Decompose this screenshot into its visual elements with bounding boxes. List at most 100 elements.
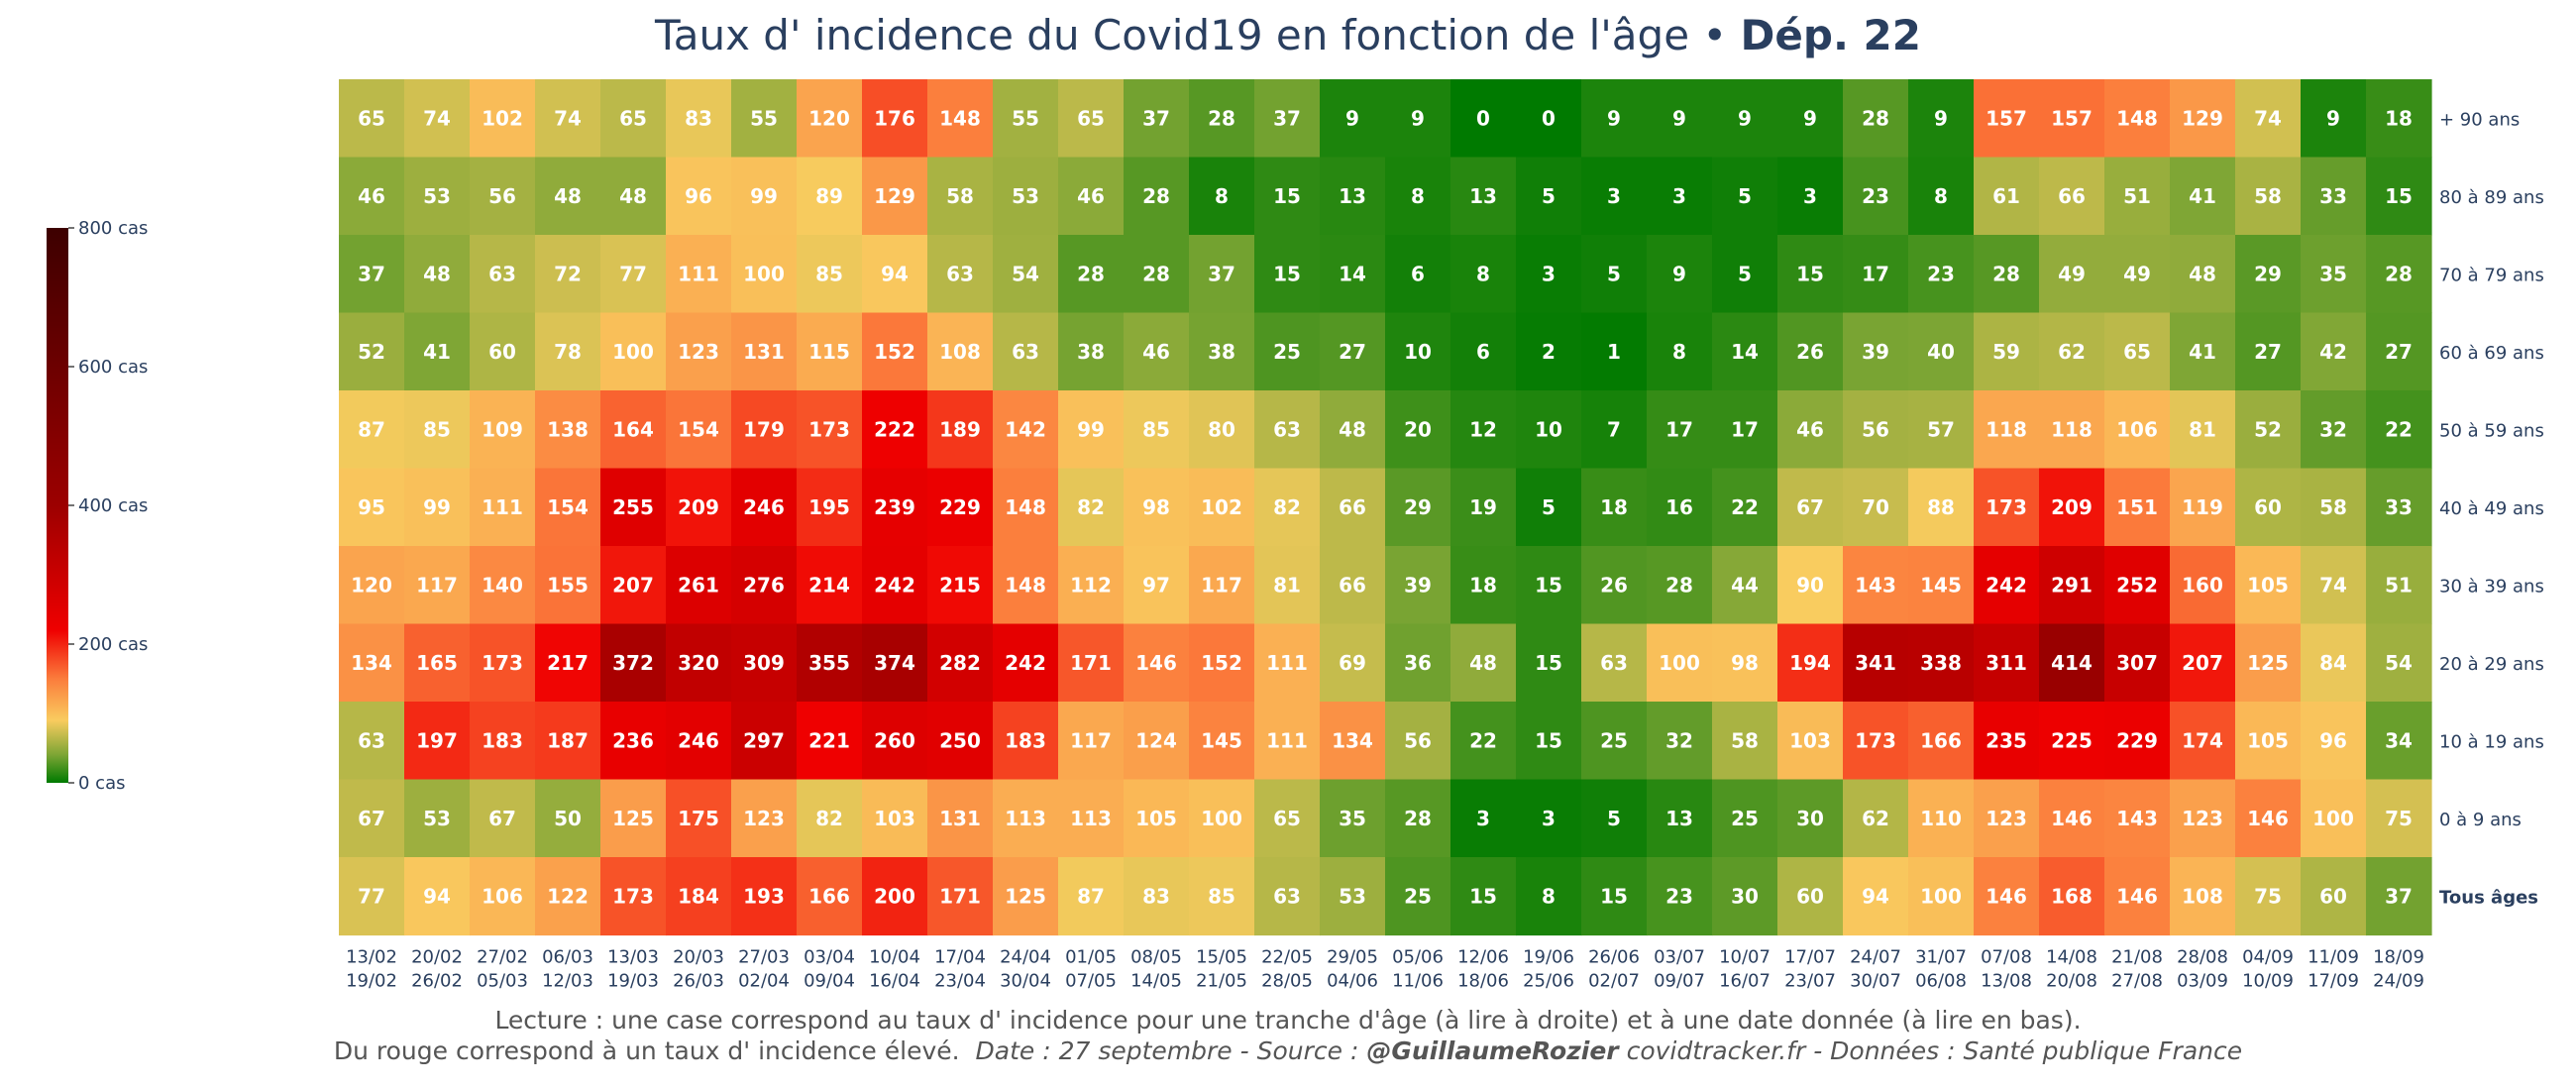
cell-value-label: 90 [1796,573,1824,597]
heatmap-cell [1712,468,1778,547]
heatmap-cell [1450,702,1517,781]
cell-value-label: 242 [1986,573,2027,597]
heatmap-cell [2366,79,2432,159]
heatmap-cell [1320,779,1386,858]
cell-value-label: 142 [1005,417,1046,441]
x-axis-label-start: 03/04 [804,947,855,968]
cell-value-label: 65 [1077,106,1105,130]
cell-value-label: 28 [1142,262,1170,285]
heatmap-cell [1254,623,1321,703]
heatmap-cell [404,546,471,625]
heatmap-cell [2170,235,2236,314]
cell-value-label: 13 [1665,807,1693,830]
cell-value-label: 23 [1862,184,1889,208]
heatmap-cell [993,468,1059,547]
heatmap-cell [2235,468,2302,547]
cell-value-label: 148 [1005,573,1046,597]
cell-value-label: 148 [1005,495,1046,519]
cell-value-label: 15 [1469,884,1497,908]
cell-value-label: 14 [1731,340,1759,364]
heatmap-cell [1058,235,1125,314]
cell-value-label: 8 [1672,340,1686,364]
cell-value-label: 53 [1012,184,1039,208]
heatmap-cell [1320,312,1386,391]
cell-value-label: 60 [1796,884,1824,908]
heatmap-cell [2235,79,2302,159]
cell-value-label: 102 [482,106,523,130]
heatmap-cell [2301,623,2367,703]
heatmap-cell [600,702,667,781]
heatmap-cell [1124,235,1190,314]
cell-value-label: 209 [678,495,719,519]
cell-value-label: 166 [808,884,850,908]
cell-value-label: 28 [1404,807,1432,830]
cell-value-label: 13 [1469,184,1497,208]
heatmap-cell [1516,623,1582,703]
heatmap-cell [339,857,405,936]
heatmap-cell [1974,468,2040,547]
heatmap-cell [2170,312,2236,391]
cell-value-label: 46 [1077,184,1105,208]
cell-value-label: 63 [1273,884,1301,908]
cell-value-label: 54 [2385,651,2413,675]
heatmap-cell [535,468,601,547]
cell-value-label: 9 [1738,106,1752,130]
heatmap-cell [1189,157,1255,236]
heatmap-cell [470,857,536,936]
cell-value-label: 183 [1005,728,1046,752]
heatmap-cell [2301,468,2367,547]
cell-value-label: 49 [2123,262,2151,285]
x-axis-label-start: 19/06 [1523,947,1574,968]
heatmap-cell [1254,79,1321,159]
x-axis-label-end: 12/03 [542,971,593,992]
x-axis-label-end: 27/08 [2111,971,2163,992]
cell-value-label: 115 [808,340,850,364]
cell-value-label: 97 [1142,573,1170,597]
cell-value-label: 66 [2058,184,2086,208]
colorbar-tick-label: 400 cas [78,495,148,516]
x-axis-label-start: 24/07 [1850,947,1901,968]
heatmap-cell [993,235,1059,314]
cell-value-label: 37 [358,262,385,285]
heatmap-cell [339,312,405,391]
cell-value-label: 99 [423,495,451,519]
cell-value-label: 154 [678,417,719,441]
heatmap-cell [2104,79,2171,159]
heatmap-cell [404,312,471,391]
heatmap-cell [2301,79,2367,159]
heatmap-cell [1124,79,1190,159]
y-axis-label: 60 à 69 ans [2439,343,2544,364]
heatmap-cell [1516,546,1582,625]
heatmap-cell [1974,546,2040,625]
cell-value-label: 17 [1665,417,1693,441]
heatmap-cell [1647,857,1713,936]
heatmap-cell [927,857,994,936]
cell-value-label: 15 [1273,184,1301,208]
x-axis-label-end: 10/09 [2242,971,2294,992]
heatmap-cell [797,79,863,159]
cell-value-label: 108 [939,340,981,364]
cell-value-label: 173 [1986,495,2027,519]
heatmap-cell [1124,702,1190,781]
heatmap-cell [797,546,863,625]
cell-value-label: 113 [1005,807,1046,830]
heatmap-cell [339,390,405,470]
heatmap-cell [2301,312,2367,391]
cell-value-label: 42 [2319,340,2347,364]
y-axis-label: + 90 ans [2439,109,2520,130]
cell-value-label: 123 [1986,807,2027,830]
heatmap-cell [339,702,405,781]
heatmap-cell [731,157,798,236]
heatmap-cell [1124,779,1190,858]
cell-value-label: 23 [1665,884,1693,908]
cell-value-label: 0 [1476,106,1490,130]
heatmap-cell [797,468,863,547]
heatmap-cell [1843,779,1909,858]
heatmap-cell [2039,157,2105,236]
heatmap-cell [2104,702,2171,781]
heatmap-chart: 65 74 102 74 65 83 55 120 176 148 55 65 37 28 37 9 9 0 0 9 9… [47,79,2544,992]
cell-value-label: 85 [1142,417,1170,441]
cell-value-label: 19 [1469,495,1497,519]
cell-value-label: 37 [1142,106,1170,130]
heatmap-cell [1516,79,1582,159]
